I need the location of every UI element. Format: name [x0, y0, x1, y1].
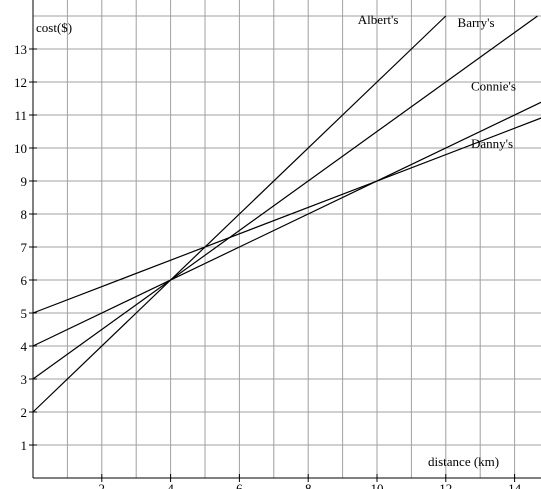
x-tick-label: 14: [508, 481, 522, 489]
y-tick-label: 2: [21, 405, 28, 420]
series-line-dannys: [32, 117, 541, 314]
x-axis-label: distance (km): [428, 454, 499, 469]
y-tick-label: 3: [21, 372, 28, 387]
labels: cost($) distance (km) 123456789101112132…: [14, 12, 522, 489]
y-tick-label: 8: [21, 207, 28, 222]
x-tick-label: 10: [371, 481, 384, 489]
series-line-barrys: [32, 15, 538, 380]
series-line-connies: [32, 101, 541, 347]
series-line-alberts: [32, 15, 447, 413]
x-tick-label: 8: [305, 481, 312, 489]
y-tick-label: 6: [21, 273, 28, 288]
series-label: Connie's: [471, 79, 516, 94]
grid: [33, 0, 541, 478]
y-tick-label: 9: [21, 174, 28, 189]
y-tick-label: 11: [14, 108, 27, 123]
x-tick-label: 12: [439, 481, 452, 489]
x-tick-label: 6: [236, 481, 243, 489]
series-label: Albert's: [358, 12, 399, 27]
y-tick-label: 10: [14, 141, 27, 156]
y-tick-label: 1: [21, 438, 28, 453]
series-lines: [32, 15, 541, 413]
y-tick-label: 12: [14, 75, 27, 90]
axes: [32, 0, 541, 479]
series-label: Barry's: [458, 15, 495, 30]
x-tick-label: 2: [99, 481, 106, 489]
y-tick-label: 4: [21, 339, 28, 354]
series-label: Danny's: [471, 136, 513, 151]
y-axis-label: cost($): [36, 20, 72, 35]
y-tick-label: 13: [14, 42, 27, 57]
y-tick-label: 7: [21, 240, 28, 255]
y-tick-label: 5: [21, 306, 28, 321]
x-tick-label: 4: [167, 481, 174, 489]
